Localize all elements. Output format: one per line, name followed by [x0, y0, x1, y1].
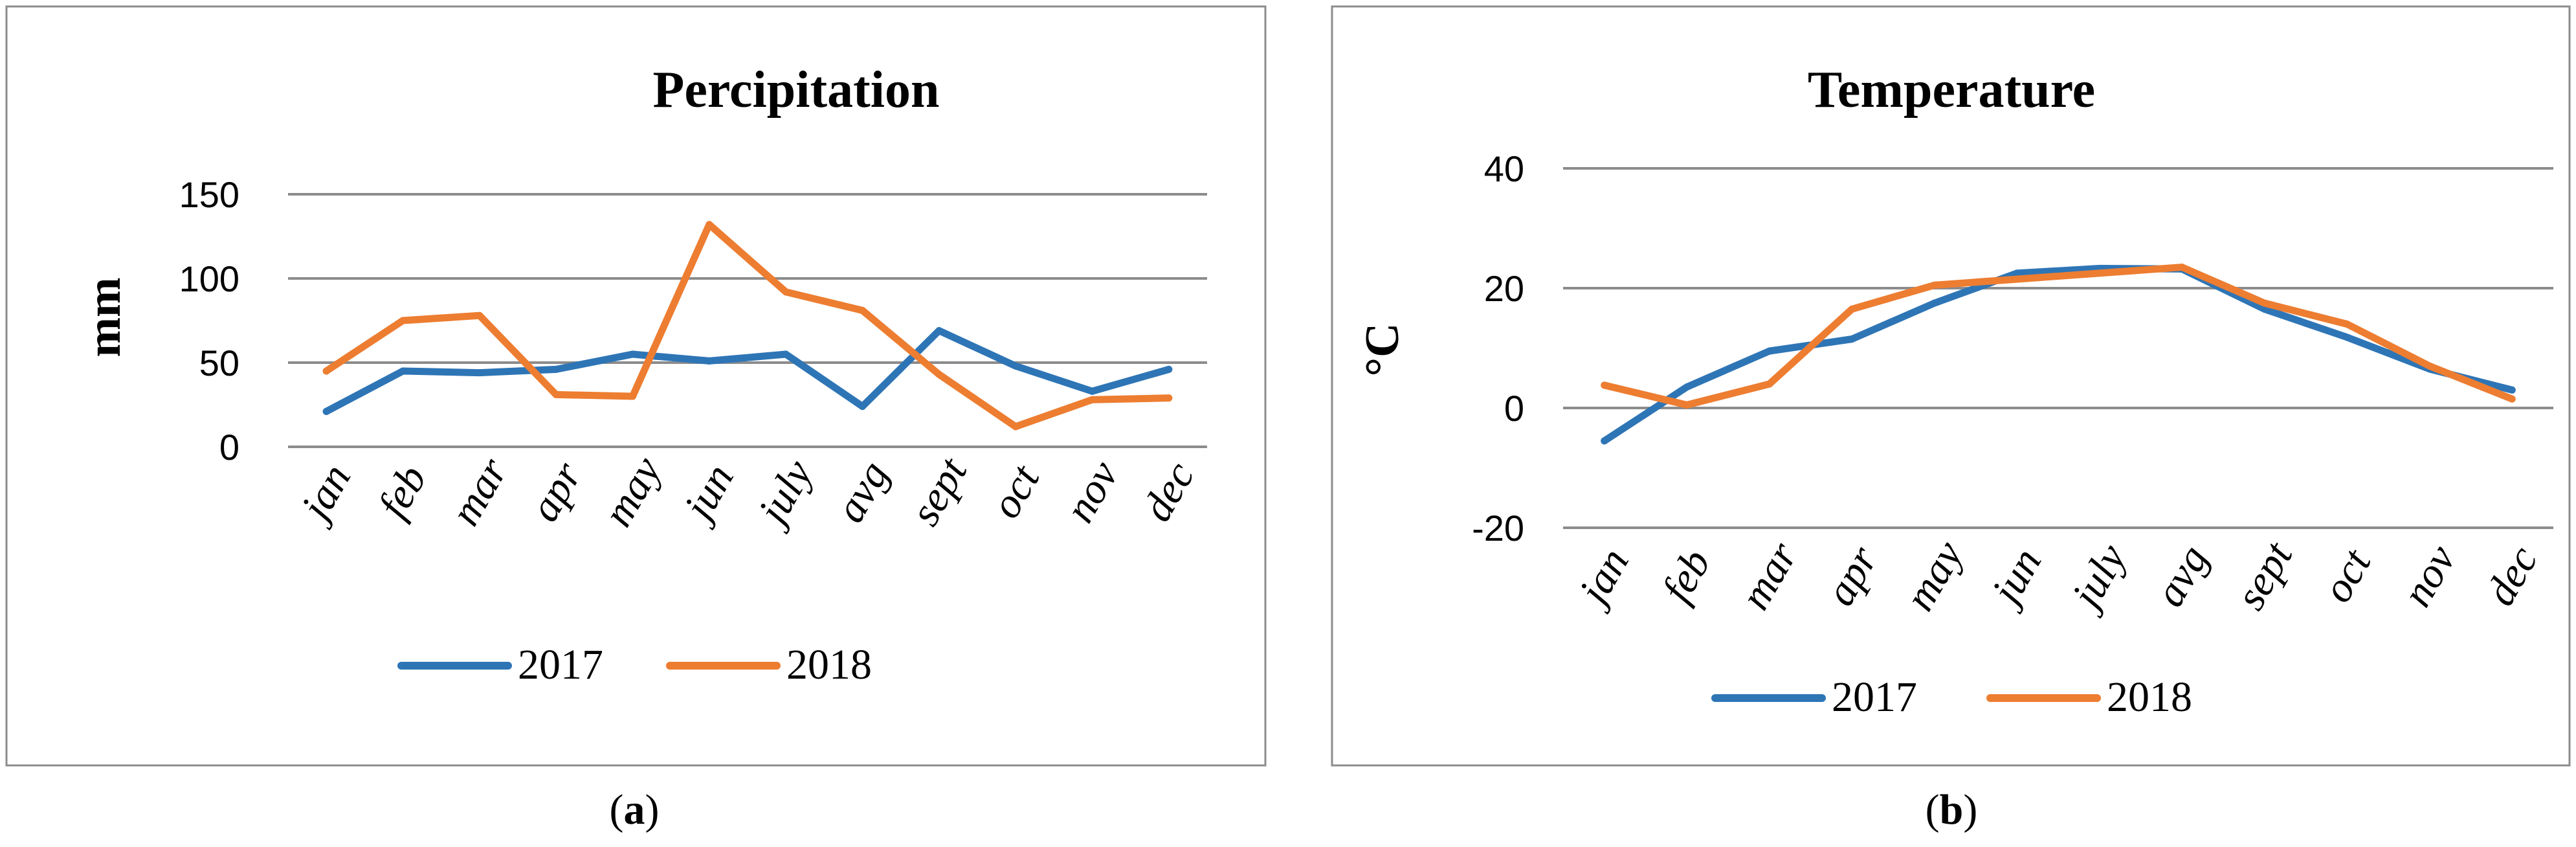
data-point-2017 [2508, 386, 2516, 394]
series-line-2018 [1601, 264, 2516, 409]
data-point-2018 [2343, 321, 2351, 328]
data-point-2017 [2343, 333, 2351, 341]
y-tick-label: 100 [179, 258, 239, 299]
data-point-2018 [2096, 269, 2104, 277]
data-point-2017 [782, 350, 790, 358]
legend-label-2018: 2018 [2107, 673, 2192, 721]
data-point-2017 [629, 350, 636, 358]
caption-open: ( [1926, 786, 1940, 833]
data-point-2018 [2508, 395, 2516, 403]
data-point-2018 [2261, 299, 2269, 307]
series-line-2017 [1601, 264, 2516, 445]
caption-open: ( [610, 786, 624, 833]
panel-caption: (a) [610, 786, 660, 833]
data-point-2017 [322, 407, 330, 415]
data-point-2017 [1931, 299, 1938, 307]
data-point-2018 [2426, 362, 2434, 370]
data-point-2018 [705, 221, 713, 229]
y-tick-label: 40 [1484, 148, 1524, 189]
y-tick-label: 150 [179, 174, 239, 215]
data-point-2017 [476, 369, 483, 377]
data-point-2018 [1931, 281, 1938, 289]
data-point-2017 [399, 367, 406, 375]
panel-caption: (b) [1926, 786, 1978, 833]
data-point-2018 [1848, 305, 1856, 313]
y-tick-label: 50 [199, 343, 239, 383]
y-tick-label: -20 [1472, 508, 1524, 548]
data-point-2018 [629, 392, 636, 400]
data-point-2017 [1601, 437, 1608, 445]
data-point-2017 [552, 365, 560, 373]
series-line-2018 [322, 221, 1173, 431]
data-point-2018 [2013, 275, 2021, 283]
caption-letter: a [624, 786, 645, 833]
data-point-2018 [782, 288, 790, 296]
data-point-2017 [935, 327, 943, 335]
data-point-2018 [1601, 381, 1608, 389]
data-point-2018 [2178, 264, 2186, 271]
data-point-2018 [1012, 423, 1019, 431]
data-point-2017 [859, 403, 866, 411]
data-point-2018 [859, 306, 866, 314]
y-axis-label: mm [78, 277, 131, 357]
chart-title: Temperature [1808, 62, 2095, 119]
data-point-2017 [1012, 362, 1019, 370]
data-point-2018 [322, 367, 330, 375]
data-point-2017 [1089, 387, 1096, 395]
data-point-2018 [399, 317, 406, 324]
data-point-2018 [1766, 380, 1773, 388]
chart-frame [1331, 5, 2571, 767]
data-point-2017 [1165, 365, 1173, 373]
legend-label-2017: 2017 [518, 641, 603, 688]
data-point-2017 [2013, 269, 2021, 277]
series-line-2017 [322, 327, 1173, 415]
data-point-2018 [552, 390, 560, 398]
data-point-2017 [1683, 383, 1691, 391]
y-tick-label: 0 [1504, 388, 1524, 429]
data-point-2018 [1683, 401, 1691, 409]
caption-letter: b [1940, 786, 1964, 833]
caption-close: ) [1963, 786, 1977, 833]
data-point-2017 [2261, 305, 2269, 313]
data-point-2018 [476, 311, 483, 319]
y-tick-label: 20 [1484, 268, 1524, 309]
data-point-2017 [1766, 347, 1773, 355]
caption-close: ) [645, 786, 660, 833]
data-point-2018 [1089, 396, 1096, 403]
legend-label-2017: 2017 [1832, 673, 1917, 721]
chart-title: Percipitation [653, 62, 940, 119]
legend-label-2018: 2018 [786, 641, 872, 688]
data-point-2017 [705, 357, 713, 365]
data-point-2018 [1165, 394, 1173, 402]
data-point-2018 [935, 370, 943, 378]
y-axis-label: °C [1356, 322, 1409, 376]
data-point-2017 [1848, 335, 1856, 343]
y-tick-label: 0 [219, 427, 239, 468]
